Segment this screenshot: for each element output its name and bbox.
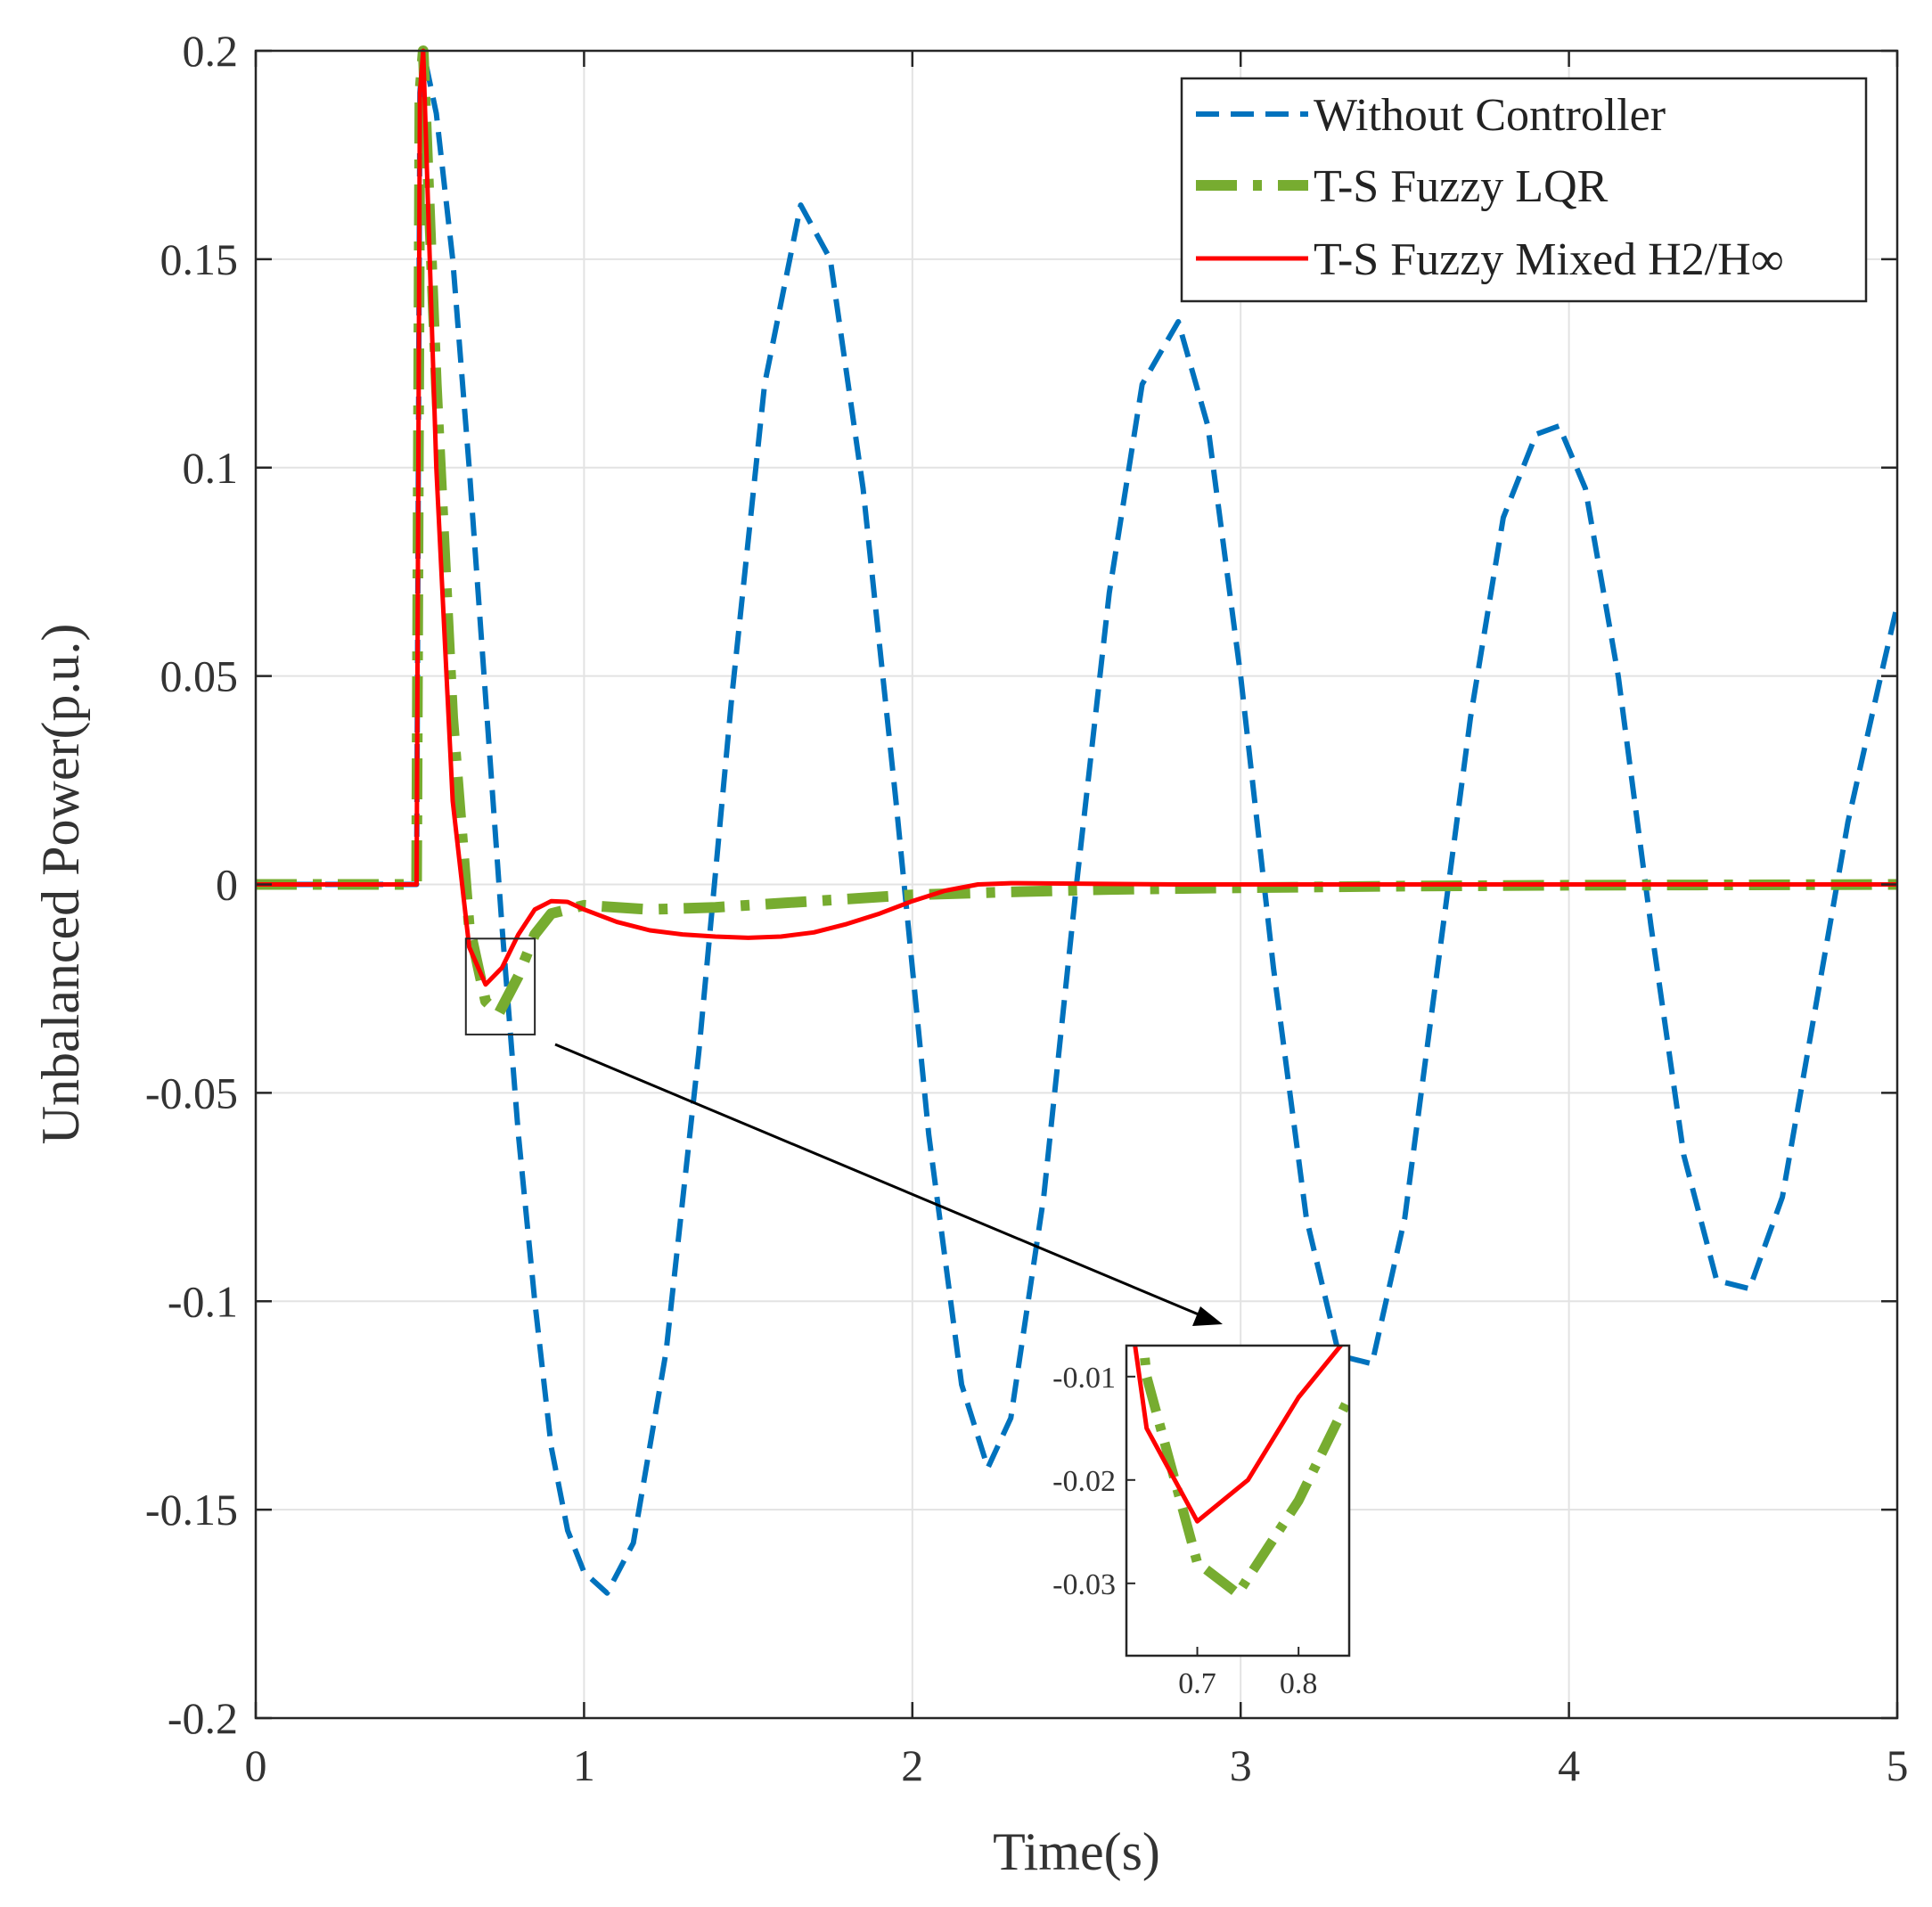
y-axis-label: Unbalanced Power(p.u.) bbox=[31, 624, 90, 1145]
ticks: 0 1 2 3 4 5 0.2 0.15 0.1 0.05 0 -0.05 -0.1 -0.15 -0.2 bbox=[145, 26, 1909, 1790]
inset-x-tick-label: 0.7 bbox=[1178, 1667, 1216, 1700]
inset-y-tick-label: -0.01 bbox=[1052, 1362, 1116, 1395]
zoom-arrow bbox=[554, 1043, 1223, 1326]
x-tick-label: 5 bbox=[1887, 1740, 1909, 1790]
legend-label-ts-fuzzy-lqr: T-S Fuzzy LQR bbox=[1314, 161, 1609, 212]
x-tick-label: 1 bbox=[573, 1740, 595, 1790]
x-tick-label: 4 bbox=[1558, 1740, 1580, 1790]
y-tick-label: -0.15 bbox=[145, 1485, 238, 1535]
series-line-2 bbox=[256, 48, 1897, 987]
inset-x-tick-label: 0.8 bbox=[1280, 1667, 1318, 1700]
inset-frame bbox=[1125, 1344, 1351, 1657]
y-tick-label: 0.15 bbox=[160, 234, 239, 284]
plot-area-frame bbox=[254, 49, 1899, 1720]
y-tick-label: 0.1 bbox=[183, 443, 239, 493]
series-line-1 bbox=[256, 45, 1898, 1019]
series-line-0 bbox=[256, 48, 1900, 1596]
y-tick-label: -0.1 bbox=[168, 1276, 238, 1326]
inset-y-tick-label: -0.03 bbox=[1052, 1568, 1116, 1601]
y-tick-label: 0 bbox=[216, 860, 238, 910]
y-tick-label: 0.2 bbox=[183, 26, 239, 76]
legend-label-without-controller: Without Controller bbox=[1314, 90, 1666, 141]
x-tick-label: 2 bbox=[901, 1740, 923, 1790]
x-tick-label: 0 bbox=[245, 1740, 267, 1790]
legend-label-ts-fuzzy-mixed: T-S Fuzzy Mixed H2/H∞ bbox=[1314, 234, 1784, 285]
y-tick-label: 0.05 bbox=[160, 651, 239, 701]
inset-y-tick-label: -0.02 bbox=[1052, 1465, 1116, 1498]
inset-background bbox=[1126, 1346, 1349, 1656]
inset-zoom: 0.7 0.8 -0.01 -0.02 -0.03 bbox=[1052, 1344, 1351, 1700]
series-layer bbox=[256, 45, 1900, 1596]
zoom-region-rect bbox=[464, 937, 536, 1035]
x-axis-label: Time(s) bbox=[993, 1822, 1160, 1881]
x-tick-label: 3 bbox=[1230, 1740, 1252, 1790]
y-tick-label: -0.05 bbox=[145, 1068, 238, 1117]
zoom-source-box bbox=[464, 937, 536, 1035]
legend: Without Controller T-S Fuzzy LQR T-S Fuz… bbox=[1180, 77, 1868, 303]
y-tick-label: -0.2 bbox=[168, 1693, 238, 1743]
